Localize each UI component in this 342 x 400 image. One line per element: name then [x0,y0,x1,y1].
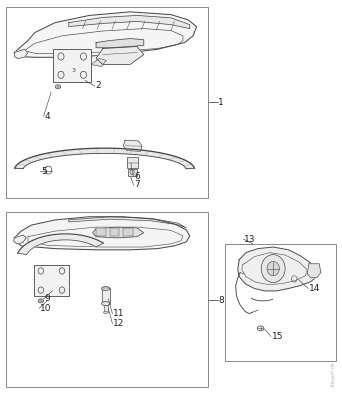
Polygon shape [307,264,321,278]
Bar [96,228,106,236]
Text: stiegeri.de: stiegeri.de [331,361,336,387]
Bar [104,304,108,312]
Polygon shape [14,12,197,57]
Text: 7: 7 [134,180,140,189]
Polygon shape [15,148,195,169]
Polygon shape [93,227,144,238]
Ellipse shape [102,286,110,290]
Text: 11: 11 [113,309,124,318]
Bar [127,157,137,168]
Text: 13: 13 [244,234,256,244]
Bar [34,264,69,296]
Bar [128,168,136,176]
Text: 12: 12 [113,319,124,328]
Text: 4: 4 [44,112,50,121]
Text: 14: 14 [309,284,320,293]
Bar [6,7,209,198]
Bar [53,49,91,82]
Polygon shape [14,217,190,250]
Ellipse shape [257,326,264,331]
Bar [123,228,133,236]
Circle shape [261,255,285,282]
Ellipse shape [38,299,44,303]
Polygon shape [14,49,28,58]
Polygon shape [96,46,144,64]
Ellipse shape [104,311,108,314]
Bar [6,212,209,387]
Bar [225,244,336,362]
Text: 5: 5 [41,167,47,176]
Text: 8: 8 [218,296,224,305]
Ellipse shape [102,302,110,306]
Text: 2: 2 [95,82,101,90]
Bar [110,228,119,236]
Polygon shape [96,38,144,48]
Polygon shape [14,235,26,244]
Text: 6: 6 [134,172,140,181]
Text: 15: 15 [272,332,283,341]
Polygon shape [69,217,186,228]
Text: 9: 9 [44,294,50,303]
Circle shape [267,261,279,276]
Text: 3: 3 [71,68,75,73]
Text: 10: 10 [40,304,51,313]
Polygon shape [18,234,103,255]
Bar [102,288,110,304]
Ellipse shape [55,85,61,89]
Polygon shape [69,16,190,28]
Polygon shape [238,247,317,291]
Text: 1: 1 [218,98,224,107]
Polygon shape [123,140,142,151]
Polygon shape [91,58,106,66]
